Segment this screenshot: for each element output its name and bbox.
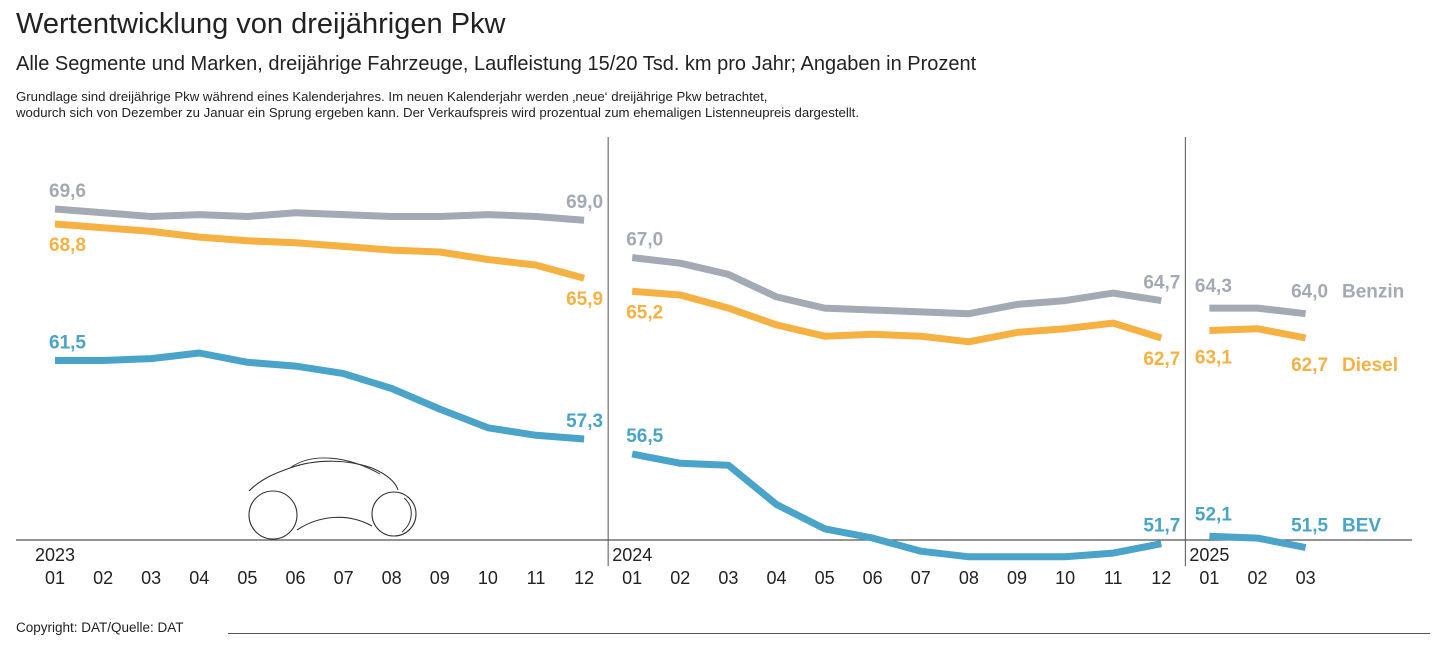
- x-tick-label: 08: [959, 568, 979, 588]
- x-tick-label: 02: [93, 568, 113, 588]
- x-tick-label: 06: [863, 568, 883, 588]
- x-tick-label: 05: [815, 568, 835, 588]
- series-line-benzin: [631, 254, 1162, 318]
- year-label: 2025: [1189, 545, 1229, 565]
- x-tick-label: 10: [1055, 568, 1075, 588]
- chart-subtitle: Alle Segmente und Marken, dreijährige Fa…: [16, 53, 977, 75]
- value-label-diesel: 63,1: [1195, 348, 1232, 369]
- x-tick-label: 04: [189, 568, 209, 588]
- value-label-bev: 61,5: [49, 332, 86, 353]
- note-line-1: Grundlage sind dreijährige Pkw während e…: [16, 89, 768, 104]
- x-axis-year-labels: 2023 2024 2025: [35, 545, 1229, 565]
- value-labels: 69,6 69,0 67,0 64,7 64,3 64,0 68,8 65,9 65,2 62,7…: [49, 181, 1329, 537]
- year-label: 2023: [35, 545, 75, 565]
- x-tick-label: 02: [670, 568, 690, 588]
- value-label-benzin: 69,6: [49, 181, 86, 202]
- x-tick-label: 08: [382, 568, 402, 588]
- series-line-diesel: [54, 220, 586, 282]
- series-name-labels: Benzin Diesel BEV: [1342, 282, 1404, 537]
- x-tick-label: 12: [574, 568, 594, 588]
- value-label-benzin: 64,3: [1195, 276, 1232, 297]
- value-label-bev: 52,1: [1195, 504, 1232, 525]
- x-tick-label: 09: [1007, 568, 1027, 588]
- series-line-diesel: [631, 287, 1163, 346]
- value-label-bev: 57,3: [566, 411, 603, 432]
- x-tick-label: 03: [1296, 568, 1316, 588]
- chart-title: Wertentwicklung von dreijährigen Pkw: [16, 8, 506, 40]
- series-name-benzin: Benzin: [1342, 282, 1404, 303]
- x-tick-label: 11: [1104, 568, 1123, 588]
- x-tick-label: 03: [718, 568, 738, 588]
- value-label-diesel: 65,2: [626, 302, 663, 323]
- series-line-bev: [631, 450, 1162, 561]
- x-tick-label: 11: [527, 568, 546, 588]
- x-tick-label: 01: [1199, 568, 1219, 588]
- year-dividers: [607, 137, 1186, 566]
- series-line-bev: [55, 349, 585, 443]
- value-label-diesel: 62,7: [1291, 355, 1328, 376]
- value-label-diesel: 62,7: [1143, 349, 1180, 370]
- value-label-benzin: 64,0: [1291, 282, 1328, 303]
- series-line-diesel: [1209, 325, 1307, 342]
- series-line-bev: [1209, 532, 1307, 551]
- x-tick-label: 09: [430, 568, 450, 588]
- series-name-bev: BEV: [1342, 515, 1381, 536]
- x-tick-label: 12: [1151, 568, 1171, 588]
- value-label-bev: 56,5: [626, 426, 663, 447]
- x-tick-label: 01: [622, 568, 642, 588]
- x-tick-label: 01: [45, 568, 65, 588]
- chart-note: Grundlage sind dreijährige Pkw während e…: [16, 89, 859, 121]
- car-outline-drawing: [248, 457, 417, 540]
- year-label: 2024: [612, 545, 652, 565]
- value-label-benzin: 69,0: [566, 192, 603, 213]
- note-line-2: wodurch sich von Dezember zu Januar ein …: [16, 105, 860, 120]
- series-lines: [54, 205, 1307, 561]
- series-line-benzin: [54, 205, 585, 224]
- x-tick-label: 03: [141, 568, 161, 588]
- value-label-bev: 51,5: [1291, 515, 1328, 536]
- value-label-bev: 51,7: [1143, 516, 1180, 537]
- x-tick-label: 10: [478, 568, 498, 588]
- value-label-benzin: 64,7: [1143, 273, 1180, 294]
- footer-rule: [228, 633, 1430, 634]
- x-tick-label: 05: [237, 568, 257, 588]
- copyright: Copyright: DAT/Quelle: DAT: [16, 620, 184, 635]
- x-tick-label: 02: [1247, 568, 1267, 588]
- x-axis-tick-labels: 01 02 03 04 05 06 07 08 09 10 11 12 01 02 03 04 05 06 07 08…: [45, 568, 1316, 588]
- value-label-diesel: 65,9: [566, 289, 603, 310]
- value-label-benzin: 67,0: [626, 230, 663, 251]
- x-tick-label: 07: [334, 568, 354, 588]
- value-label-diesel: 68,8: [49, 235, 86, 256]
- x-tick-label: 04: [766, 568, 786, 588]
- series-name-diesel: Diesel: [1342, 355, 1398, 376]
- series-line-benzin: [1209, 304, 1307, 318]
- x-tick-label: 06: [285, 568, 305, 588]
- x-tick-label: 07: [911, 568, 931, 588]
